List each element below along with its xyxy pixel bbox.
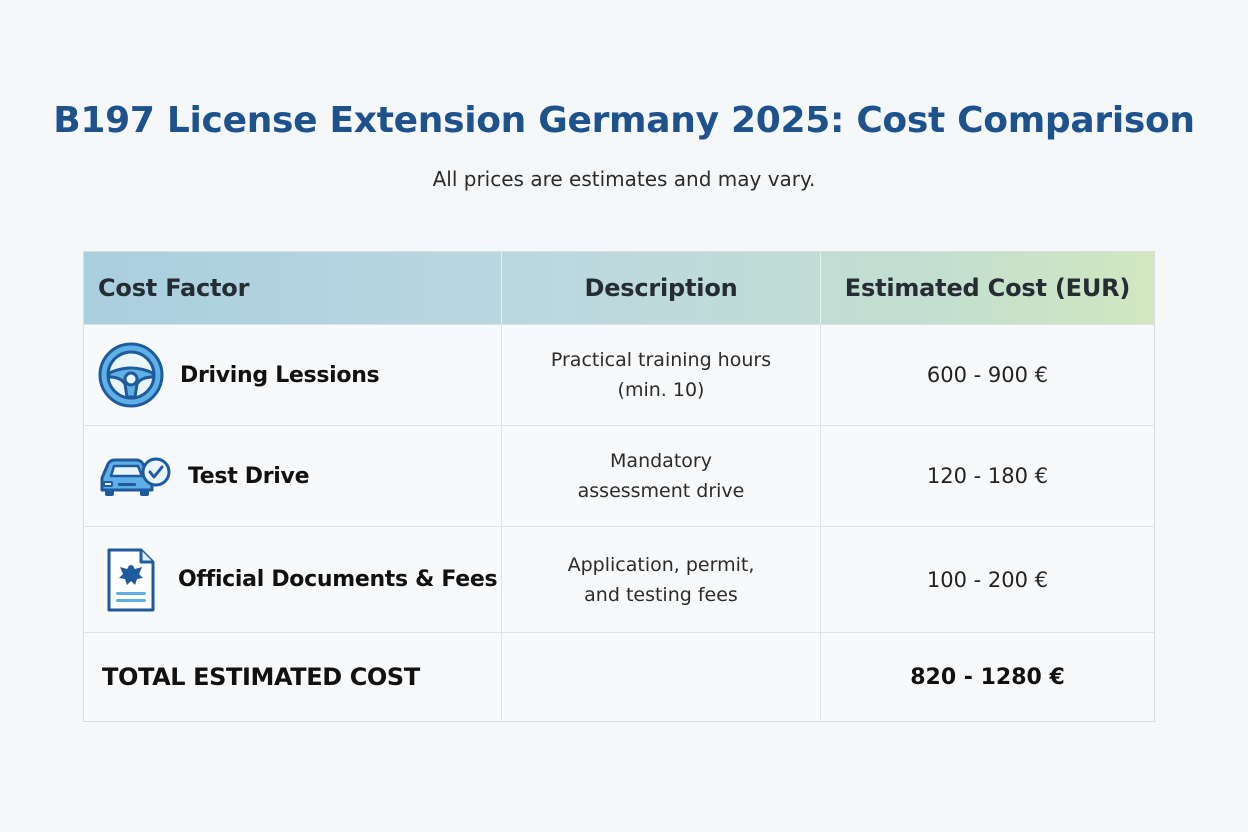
table-total-row: TOTAL ESTIMATED COST 820 - 1280 €	[84, 633, 1154, 721]
factor-cell: Official Documents & Fees	[84, 527, 502, 632]
description-cell: Mandatory assessment drive	[502, 426, 821, 526]
page-title: B197 License Extension Germany 2025: Cos…	[53, 100, 1195, 141]
total-cost-value: 820 - 1280 €	[910, 664, 1065, 690]
official-document-icon	[98, 547, 164, 613]
table-row: Official Documents & Fees Application, p…	[84, 527, 1154, 633]
cost-cell: 600 - 900 €	[821, 325, 1154, 425]
table-row: Test Drive Mandatory assessment drive 12…	[84, 426, 1154, 527]
car-check-icon	[98, 454, 172, 498]
description-text: Practical training hours (min. 10)	[550, 349, 772, 401]
cost-cell: 100 - 200 €	[821, 527, 1154, 632]
table-row: Driving Lessions Practical training hour…	[84, 325, 1154, 426]
header-estimated-cost: Estimated Cost (EUR)	[844, 274, 1131, 302]
cost-cell: 120 - 180 €	[821, 426, 1154, 526]
description-text: Mandatory assessment drive	[577, 450, 745, 502]
factor-label: Driving Lessions	[180, 362, 380, 388]
page-subtitle: All prices are estimates and may vary.	[432, 167, 816, 191]
description-cell: Application, permit, and testing fees	[502, 527, 821, 632]
description-cell: Practical training hours (min. 10)	[502, 325, 821, 425]
header-cost-factor: Cost Factor	[98, 274, 250, 302]
steering-wheel-icon	[98, 342, 164, 408]
header-cell-description: Description	[502, 252, 821, 324]
total-label: TOTAL ESTIMATED COST	[102, 663, 420, 691]
header-description: Description	[584, 274, 738, 302]
total-cost-cell: 820 - 1280 €	[821, 633, 1154, 721]
factor-cell: Driving Lessions	[84, 325, 502, 425]
factor-label: Test Drive	[188, 463, 310, 489]
header-cell-factor: Cost Factor	[84, 252, 502, 324]
cost-value: 600 - 900 €	[926, 363, 1049, 387]
cost-value: 120 - 180 €	[926, 464, 1049, 488]
header-cell-cost: Estimated Cost (EUR)	[821, 252, 1154, 324]
total-description-cell	[502, 633, 821, 721]
cost-value: 100 - 200 €	[926, 567, 1049, 592]
total-label-cell: TOTAL ESTIMATED COST	[84, 633, 502, 721]
description-text: Application, permit, and testing fees	[567, 553, 755, 606]
factor-cell: Test Drive	[84, 426, 502, 526]
factor-label: Official Documents & Fees	[178, 567, 498, 592]
table-header-row: Cost Factor Description Estimated Cost (…	[84, 252, 1154, 325]
cost-comparison-table: Cost Factor Description Estimated Cost (…	[83, 251, 1155, 722]
